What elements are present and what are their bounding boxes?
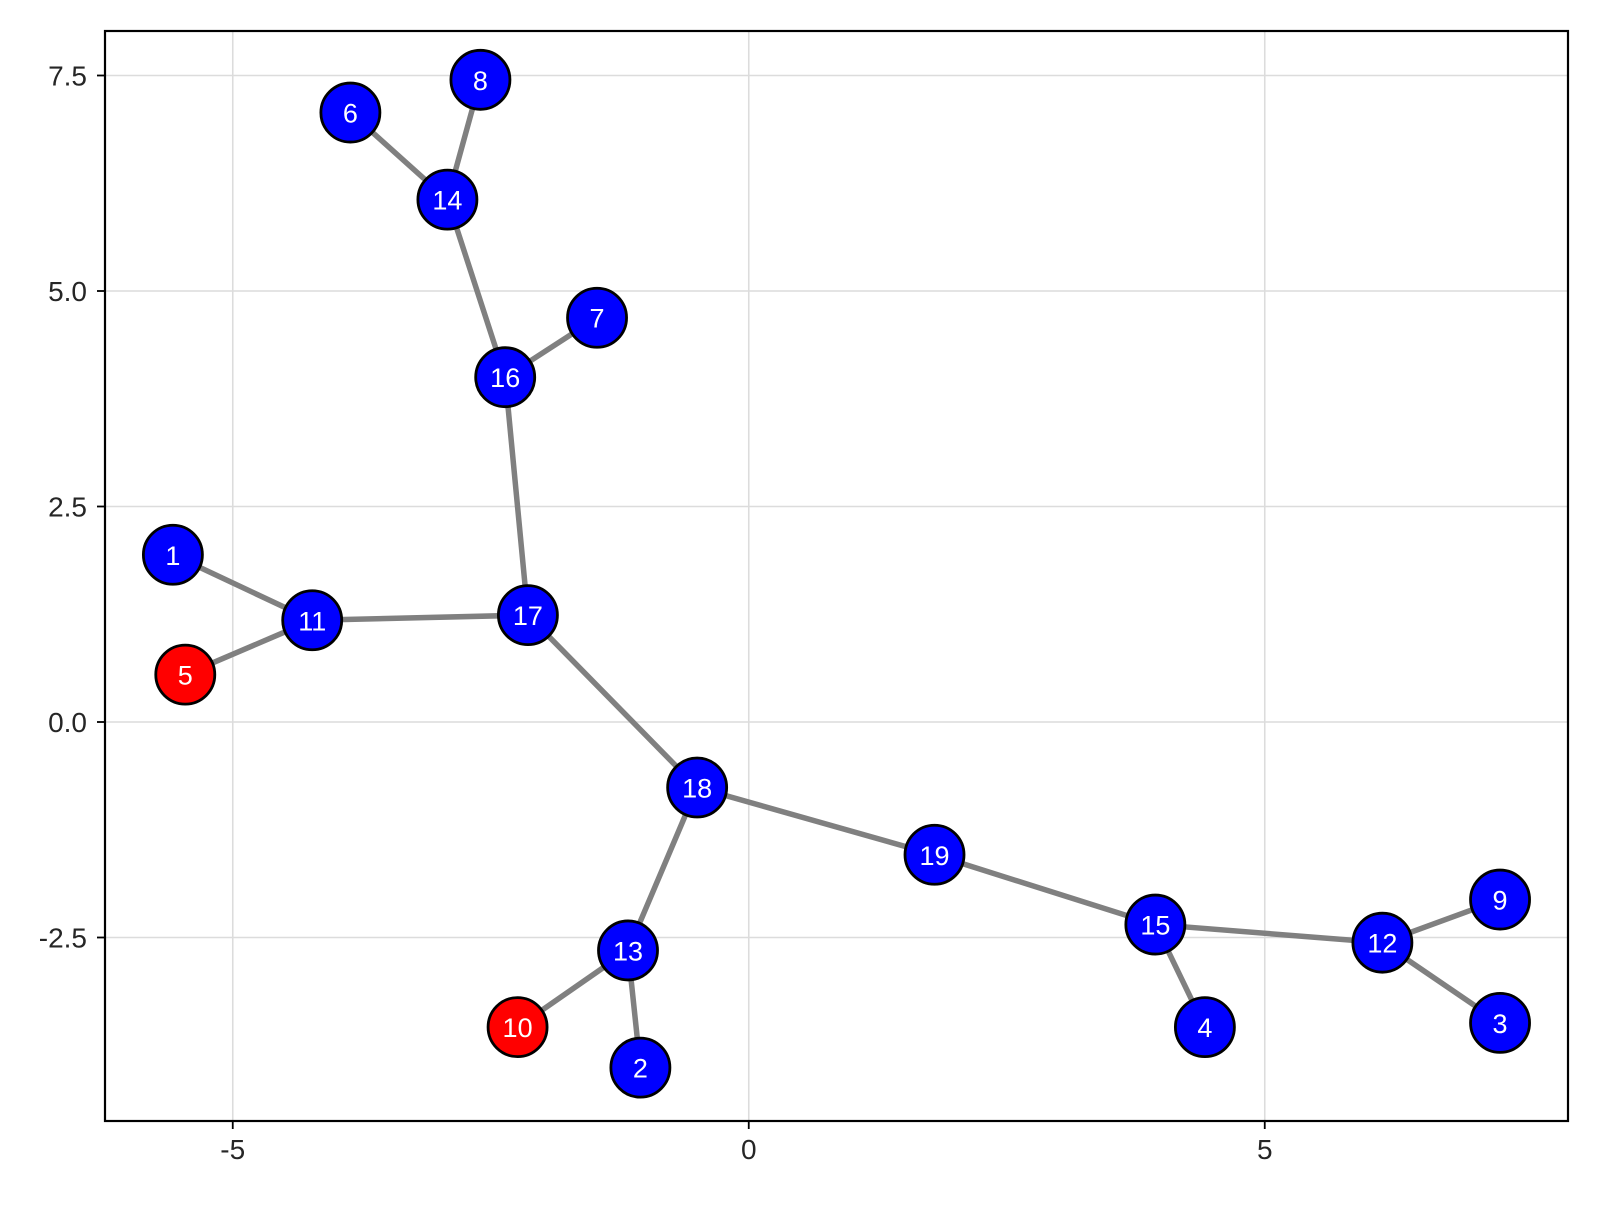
svg-text:5: 5 [1257,1134,1273,1165]
svg-text:14: 14 [432,186,462,216]
svg-text:19: 19 [919,841,949,871]
svg-text:1: 1 [165,541,180,571]
svg-text:18: 18 [682,774,712,804]
svg-text:12: 12 [1367,929,1397,959]
svg-text:15: 15 [1140,911,1170,941]
svg-text:6: 6 [343,99,358,129]
svg-text:16: 16 [490,363,520,393]
svg-text:11: 11 [298,606,326,636]
svg-text:5: 5 [178,661,193,691]
svg-text:-5: -5 [220,1134,245,1165]
svg-text:13: 13 [613,936,643,966]
svg-text:10: 10 [503,1013,533,1043]
svg-text:17: 17 [513,601,543,631]
svg-text:5.0: 5.0 [48,276,87,307]
svg-text:0.0: 0.0 [48,707,87,738]
svg-text:0: 0 [741,1134,757,1165]
svg-text:3: 3 [1493,1009,1508,1039]
svg-text:2.5: 2.5 [48,492,87,523]
svg-text:7: 7 [590,304,605,334]
svg-text:9: 9 [1493,886,1508,916]
svg-text:7.5: 7.5 [48,61,87,92]
svg-text:8: 8 [473,66,488,96]
svg-text:2: 2 [633,1054,648,1084]
svg-text:4: 4 [1197,1013,1212,1043]
svg-text:-2.5: -2.5 [39,923,87,954]
